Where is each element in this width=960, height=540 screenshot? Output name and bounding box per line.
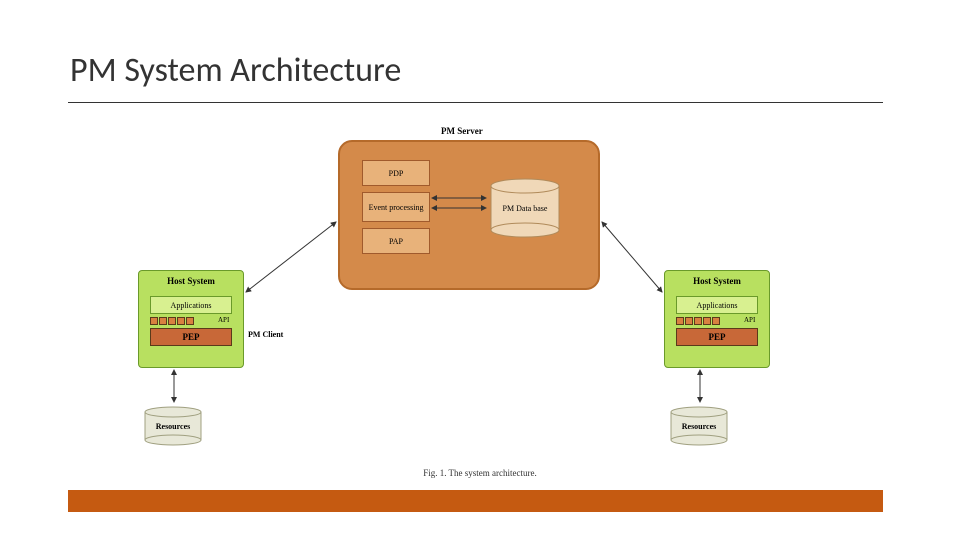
host-system-label: Host System <box>664 276 770 286</box>
resources-label: Resources <box>144 422 202 431</box>
applications-box: Applications <box>676 296 758 314</box>
host-system-label: Host System <box>138 276 244 286</box>
footer-bar <box>68 490 883 512</box>
pep-box: PEP <box>676 328 758 346</box>
title-underline <box>68 102 883 103</box>
pm-server-label: PM Server <box>441 126 483 136</box>
api-label: API <box>218 316 229 324</box>
api-strip <box>676 317 740 325</box>
pep-box: PEP <box>150 328 232 346</box>
pm-database-label: PM Data base <box>490 204 560 213</box>
slide-title: PM System Architecture <box>70 50 401 91</box>
figure-caption: Fig. 1. The system architecture. <box>423 468 537 478</box>
server-module: PDP <box>362 160 430 186</box>
resources-label: Resources <box>670 422 728 431</box>
api-strip <box>150 317 214 325</box>
architecture-diagram: PM ServerPDPEvent processingPAP PM Data … <box>0 130 960 490</box>
api-label: API <box>744 316 755 324</box>
applications-box: Applications <box>150 296 232 314</box>
server-module: Event processing <box>362 192 430 222</box>
server-module: PAP <box>362 228 430 254</box>
pm-client-label: PM Client <box>248 330 283 339</box>
